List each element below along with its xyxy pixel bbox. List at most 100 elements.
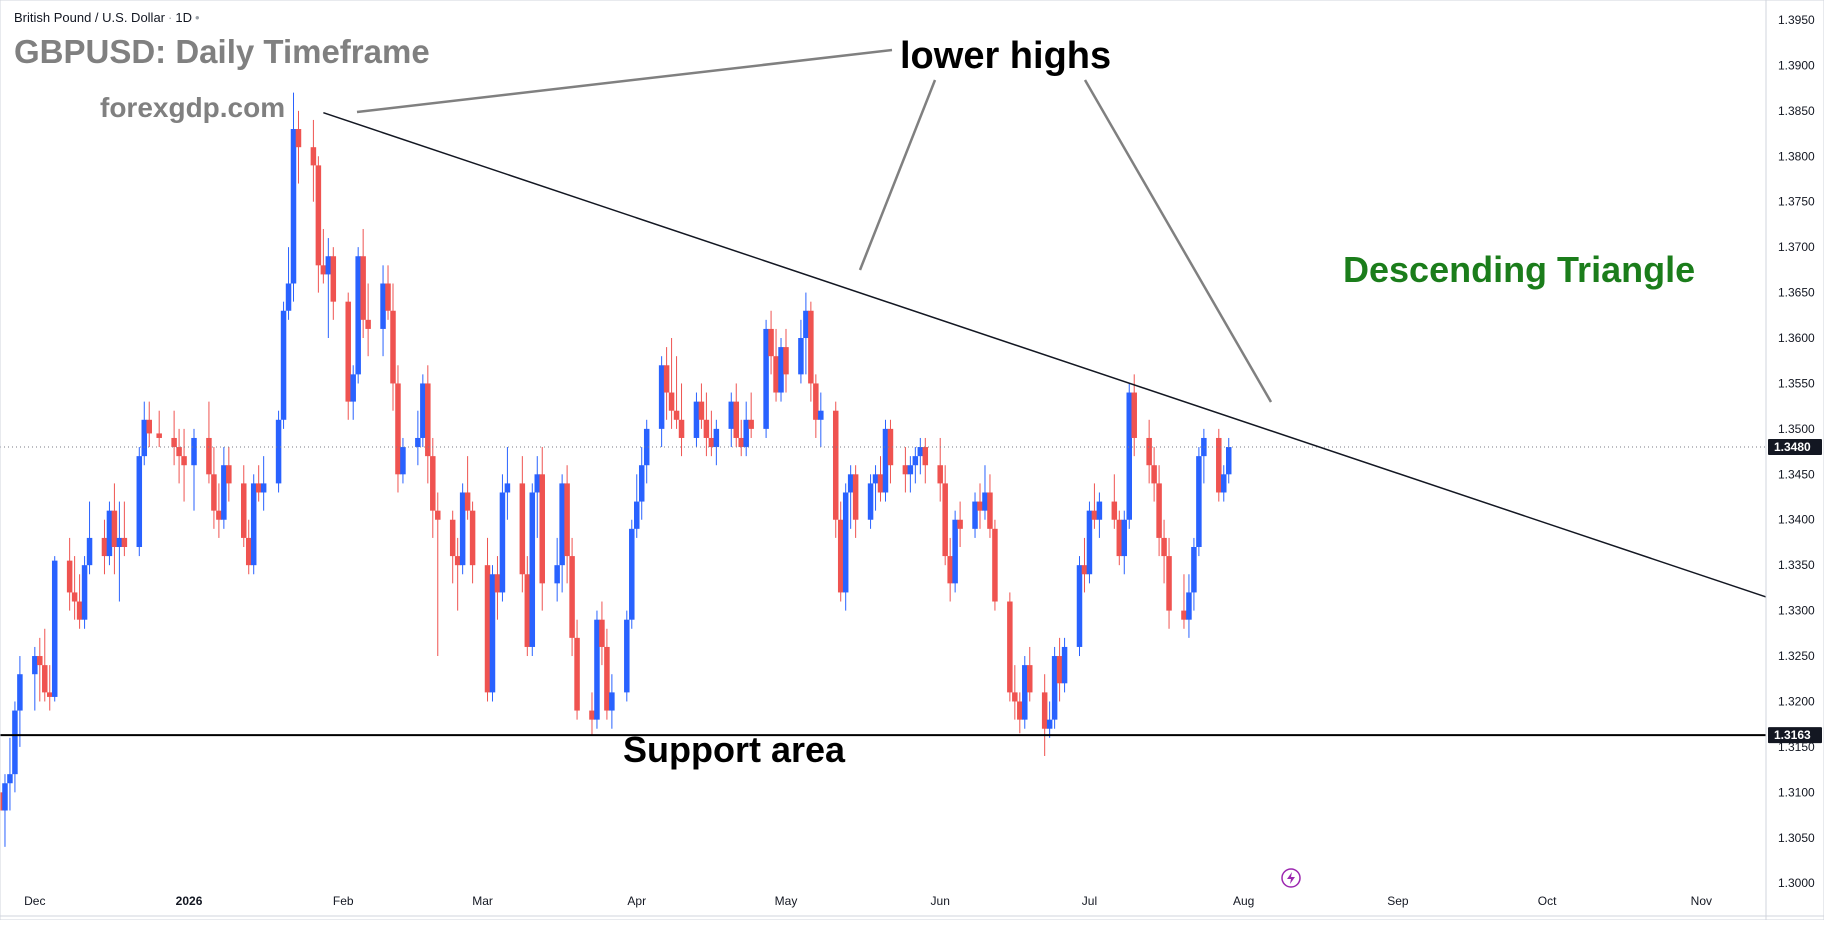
candle: [942, 465, 948, 566]
candle-body: [847, 474, 854, 493]
candle: [285, 247, 292, 320]
candle: [708, 410, 715, 457]
candle: [778, 338, 784, 402]
candle: [241, 465, 247, 548]
candle: [912, 447, 919, 484]
candle-body: [171, 437, 177, 448]
candle-body: [280, 310, 287, 420]
candle: [380, 265, 386, 357]
candle-body: [37, 656, 43, 666]
y-tick-label: 1.3350: [1778, 558, 1815, 572]
candle-body: [882, 428, 889, 493]
candle-body: [559, 483, 565, 566]
candle: [882, 419, 889, 502]
lightning-icon-bolt: [1287, 872, 1295, 884]
candle: [330, 247, 337, 320]
candle-body: [713, 428, 720, 448]
candle-body: [733, 401, 739, 438]
candle-body: [1146, 437, 1152, 466]
header-separator: ·: [168, 10, 173, 25]
candle-body: [320, 265, 327, 275]
candle: [678, 383, 685, 457]
candle-body: [191, 437, 197, 466]
candle-body: [435, 510, 441, 520]
interval-label: 1D: [175, 10, 192, 25]
candle-body: [395, 383, 401, 475]
candle: [489, 565, 496, 702]
candle-body: [743, 419, 749, 448]
y-tick-label: 1.3850: [1778, 104, 1815, 118]
candle-body: [852, 474, 859, 520]
candle: [435, 492, 441, 657]
candle: [101, 519, 108, 575]
candle-body: [355, 256, 361, 375]
candle-body: [668, 392, 675, 411]
candle-body: [554, 565, 560, 584]
candle: [1091, 483, 1098, 529]
candle-body: [564, 483, 570, 557]
y-tick-label: 1.3950: [1778, 13, 1815, 27]
candle-body: [738, 437, 744, 448]
candle-body: [1096, 501, 1103, 520]
candle-body: [111, 510, 118, 548]
candle: [146, 401, 152, 448]
candle-body: [1081, 565, 1088, 575]
candle-body: [51, 560, 58, 697]
candle: [415, 410, 421, 466]
candle-body: [837, 519, 844, 593]
candle: [609, 674, 615, 729]
y-tick-label: 1.3800: [1778, 149, 1815, 163]
candle-body: [728, 401, 735, 429]
candle: [1201, 428, 1207, 484]
candle-body: [360, 256, 366, 320]
candle: [1017, 692, 1023, 734]
candle: [808, 301, 814, 402]
candle-body: [310, 147, 317, 166]
candle-body: [415, 437, 421, 448]
candle-body: [663, 365, 670, 393]
candle-body: [136, 456, 143, 548]
candle: [803, 292, 809, 375]
candle-body: [380, 283, 386, 329]
candle-body: [46, 692, 53, 697]
x-tick-label: 2026: [176, 894, 203, 908]
candle: [743, 401, 749, 457]
candle-body: [902, 465, 909, 475]
candle: [1146, 419, 1152, 484]
candle-body: [524, 574, 531, 647]
candle: [534, 456, 541, 538]
candle-body: [867, 483, 874, 520]
candle: [564, 465, 570, 584]
symbol-header: British Pound / U.S. Dollar · 1D •: [14, 10, 203, 25]
candle-body: [290, 129, 297, 284]
candle: [842, 483, 849, 611]
candle: [977, 483, 983, 529]
candle: [643, 419, 650, 484]
x-tick-label: Apr: [627, 894, 646, 908]
candle-body: [12, 710, 18, 775]
candle-body: [922, 447, 929, 466]
lightning-icon[interactable]: [1281, 868, 1301, 888]
candle: [539, 447, 545, 611]
candle: [71, 556, 78, 620]
current-price-label: 1.3480: [1774, 440, 1811, 454]
candle: [773, 328, 779, 402]
candle: [1007, 592, 1013, 702]
candle: [763, 319, 769, 438]
candle: [2, 774, 8, 847]
candle: [171, 410, 177, 466]
y-tick-label: 1.3050: [1778, 831, 1815, 845]
candle: [1131, 374, 1137, 457]
candle-body: [673, 410, 680, 420]
candle-body: [32, 656, 38, 675]
candle-body: [1216, 437, 1222, 493]
candle-body: [499, 492, 506, 593]
candle: [1116, 510, 1123, 566]
candle: [992, 519, 998, 611]
candle-body: [66, 560, 73, 593]
candle-body: [803, 310, 809, 339]
candle-body: [912, 456, 919, 466]
candle-body: [2, 783, 8, 811]
